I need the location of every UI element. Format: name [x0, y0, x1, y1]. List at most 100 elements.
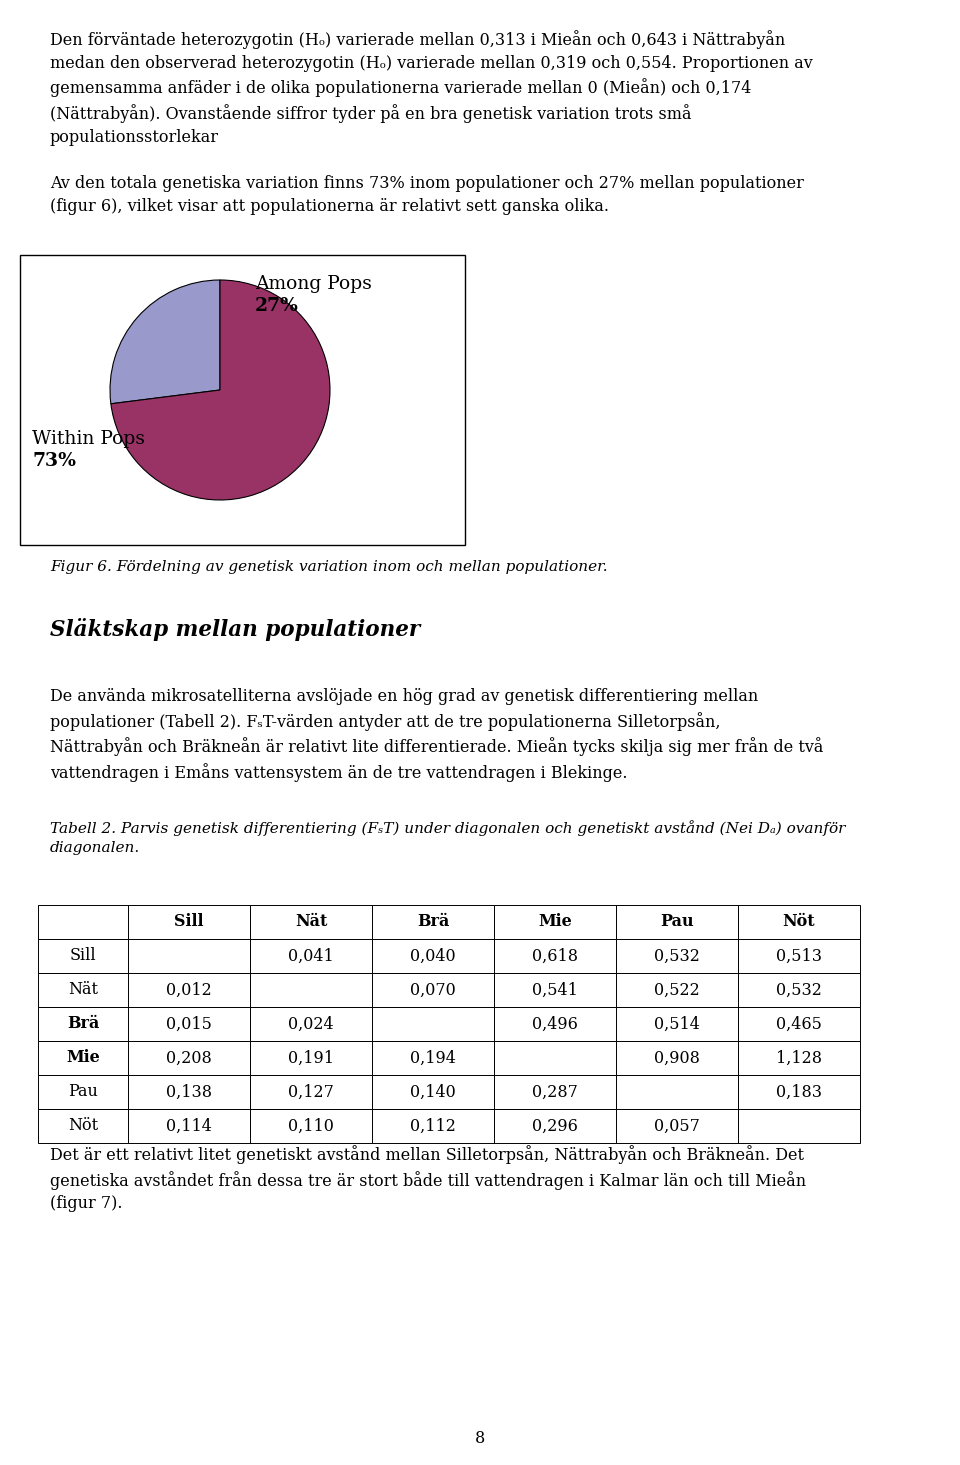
Text: Den förväntade heterozygotin (Hₒ) varierade mellan 0,313 i Mieån och 0,643 i Nät: Den förväntade heterozygotin (Hₒ) varier…	[50, 29, 813, 146]
Text: 0,522: 0,522	[654, 982, 700, 999]
Bar	[738, 1109, 860, 1143]
Wedge shape	[110, 280, 330, 500]
Text: 0,496: 0,496	[532, 1015, 578, 1033]
Text: 0,194: 0,194	[410, 1049, 456, 1067]
Text: Brä: Brä	[417, 914, 449, 930]
Text: Figur 6. Fördelning av genetisk variation inom och mellan populationer.: Figur 6. Fördelning av genetisk variatio…	[50, 560, 608, 574]
Bar	[738, 905, 860, 939]
Bar	[494, 905, 616, 939]
Bar	[38, 1109, 128, 1143]
Bar	[128, 905, 250, 939]
Bar	[616, 1075, 738, 1109]
Text: 0,012: 0,012	[166, 982, 212, 999]
Text: 0,513: 0,513	[776, 948, 822, 964]
Text: Tabell 2. Parvis genetisk differentiering (FₛT) under diagonalen och genetiskt a: Tabell 2. Parvis genetisk differentierin…	[50, 820, 846, 854]
Bar	[128, 1075, 250, 1109]
Text: 0,024: 0,024	[288, 1015, 334, 1033]
Text: Mie: Mie	[539, 914, 572, 930]
Bar	[372, 1075, 494, 1109]
Bar	[494, 1042, 616, 1075]
Bar	[250, 1006, 372, 1042]
Text: 0,908: 0,908	[654, 1049, 700, 1067]
Text: 0,127: 0,127	[288, 1084, 334, 1100]
Text: 1,128: 1,128	[776, 1049, 822, 1067]
Bar	[738, 939, 860, 973]
Text: Nöt: Nöt	[68, 1118, 98, 1134]
Bar	[38, 1006, 128, 1042]
Bar	[128, 939, 250, 973]
Text: Among Pops: Among Pops	[255, 275, 372, 293]
Bar	[250, 1075, 372, 1109]
Bar	[38, 905, 128, 939]
Text: 0,514: 0,514	[654, 1015, 700, 1033]
Bar	[250, 973, 372, 1006]
Text: 0,208: 0,208	[166, 1049, 212, 1067]
Bar	[616, 973, 738, 1006]
Text: 0,140: 0,140	[410, 1084, 456, 1100]
Text: Det är ett relativt litet genetiskt avstånd mellan Silletorpsån, Nättrabyån och : Det är ett relativt litet genetiskt avst…	[50, 1146, 806, 1213]
Bar	[128, 1042, 250, 1075]
Text: 0,541: 0,541	[532, 982, 578, 999]
Bar	[372, 939, 494, 973]
Bar	[494, 939, 616, 973]
Bar	[128, 1109, 250, 1143]
Bar	[494, 1075, 616, 1109]
Bar	[616, 905, 738, 939]
Text: 0,618: 0,618	[532, 948, 578, 964]
Bar	[616, 1042, 738, 1075]
Text: 0,183: 0,183	[776, 1084, 822, 1100]
Text: 0,070: 0,070	[410, 982, 456, 999]
Bar	[250, 1042, 372, 1075]
Text: 0,296: 0,296	[532, 1118, 578, 1134]
Bar	[372, 1109, 494, 1143]
Text: 0,114: 0,114	[166, 1118, 212, 1134]
Text: De använda mikrosatelliterna avslöjade en hög grad av genetisk differentiering m: De använda mikrosatelliterna avslöjade e…	[50, 689, 824, 782]
Bar	[38, 1042, 128, 1075]
Text: 0,041: 0,041	[288, 948, 334, 964]
Bar	[372, 1006, 494, 1042]
Wedge shape	[110, 280, 220, 404]
Text: 0,057: 0,057	[654, 1118, 700, 1134]
Bar	[38, 939, 128, 973]
Text: Pau: Pau	[660, 914, 694, 930]
Text: Nät: Nät	[295, 914, 327, 930]
Text: 0,110: 0,110	[288, 1118, 334, 1134]
Text: 27%: 27%	[255, 297, 299, 315]
Bar	[738, 973, 860, 1006]
Text: 73%: 73%	[32, 453, 76, 470]
Bar	[38, 973, 128, 1006]
Text: 0,138: 0,138	[166, 1084, 212, 1100]
Bar	[250, 905, 372, 939]
Bar	[738, 1075, 860, 1109]
Bar	[494, 973, 616, 1006]
Bar	[250, 939, 372, 973]
Text: 0,040: 0,040	[410, 948, 456, 964]
Bar	[250, 1109, 372, 1143]
Bar	[616, 939, 738, 973]
Text: Nät: Nät	[68, 982, 98, 999]
Bar	[372, 1042, 494, 1075]
Text: Sill: Sill	[70, 948, 96, 964]
Bar	[128, 973, 250, 1006]
Text: 0,287: 0,287	[532, 1084, 578, 1100]
Text: Släktskap mellan populationer: Släktskap mellan populationer	[50, 618, 420, 642]
Text: 0,015: 0,015	[166, 1015, 212, 1033]
Bar	[616, 1109, 738, 1143]
Text: Pau: Pau	[68, 1084, 98, 1100]
Text: Brä: Brä	[67, 1015, 99, 1033]
Text: 0,465: 0,465	[776, 1015, 822, 1033]
Bar	[38, 1075, 128, 1109]
Text: Sill: Sill	[175, 914, 204, 930]
Text: Av den totala genetiska variation finns 73% inom populationer och 27% mellan pop: Av den totala genetiska variation finns …	[50, 174, 804, 215]
Bar	[128, 1006, 250, 1042]
Text: 0,532: 0,532	[776, 982, 822, 999]
Text: 0,191: 0,191	[288, 1049, 334, 1067]
Bar	[372, 905, 494, 939]
Bar	[616, 1006, 738, 1042]
Text: 8: 8	[475, 1430, 485, 1447]
Bar	[20, 255, 465, 545]
Text: Mie: Mie	[66, 1049, 100, 1067]
Bar	[494, 1109, 616, 1143]
Text: Within Pops: Within Pops	[32, 431, 145, 448]
Bar	[738, 1006, 860, 1042]
